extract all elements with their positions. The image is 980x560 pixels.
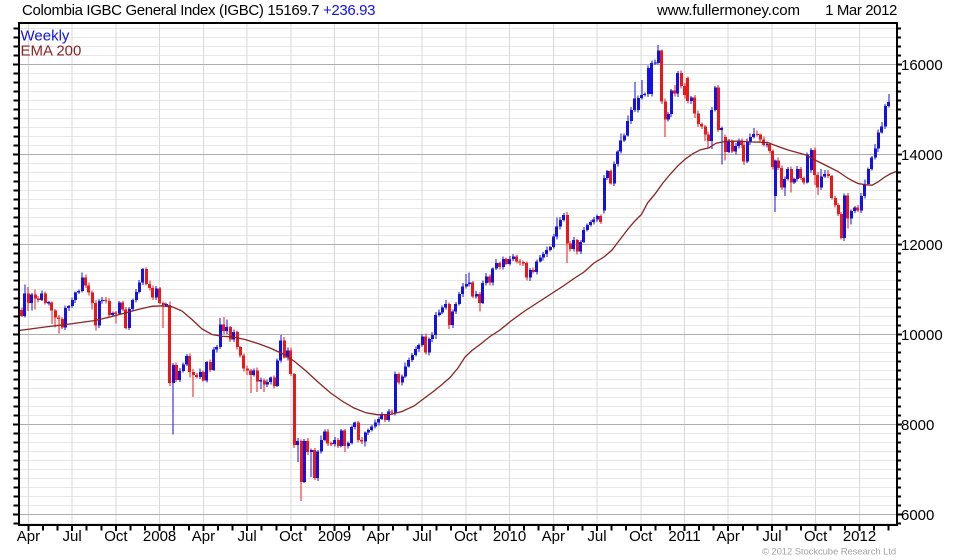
svg-text:Jul: Jul [238,528,257,545]
svg-text:6000: 6000 [901,507,934,524]
svg-text:2011: 2011 [668,528,700,545]
svg-text:Jul: Jul [587,528,606,545]
svg-text:Jul: Jul [413,528,432,545]
svg-text:Weekly: Weekly [21,28,70,45]
svg-text:2012: 2012 [843,528,876,545]
svg-text:Jul: Jul [63,528,82,545]
svg-text:EMA 200: EMA 200 [21,43,82,60]
svg-text:Oct: Oct [104,528,128,545]
svg-text:10000: 10000 [901,327,943,344]
svg-text:© 2012 Stockcube Research Ltd: © 2012 Stockcube Research Ltd [762,547,896,558]
svg-text:8000: 8000 [901,417,934,434]
svg-text:Oct: Oct [629,528,653,545]
svg-text:Apr: Apr [542,528,565,545]
svg-text:Oct: Oct [804,528,828,545]
svg-text:www.fullermoney.com: www.fullermoney.com [656,2,800,19]
svg-text:Colombia IGBC General Index (I: Colombia IGBC General Index (IGBC) 15169… [22,2,375,19]
svg-text:1 Mar 2012: 1 Mar 2012 [825,2,897,19]
svg-text:Apr: Apr [367,528,390,545]
svg-text:Apr: Apr [17,528,40,545]
svg-text:2008: 2008 [143,528,176,545]
svg-text:2010: 2010 [493,528,526,545]
svg-text:Oct: Oct [279,528,303,545]
svg-text:12000: 12000 [901,237,943,254]
svg-text:Jul: Jul [762,528,781,545]
svg-text:Apr: Apr [717,528,740,545]
svg-text:16000: 16000 [901,57,943,74]
svg-text:2009: 2009 [318,528,351,545]
svg-text:Apr: Apr [192,528,215,545]
svg-text:Oct: Oct [454,528,478,545]
svg-text:14000: 14000 [901,147,943,164]
